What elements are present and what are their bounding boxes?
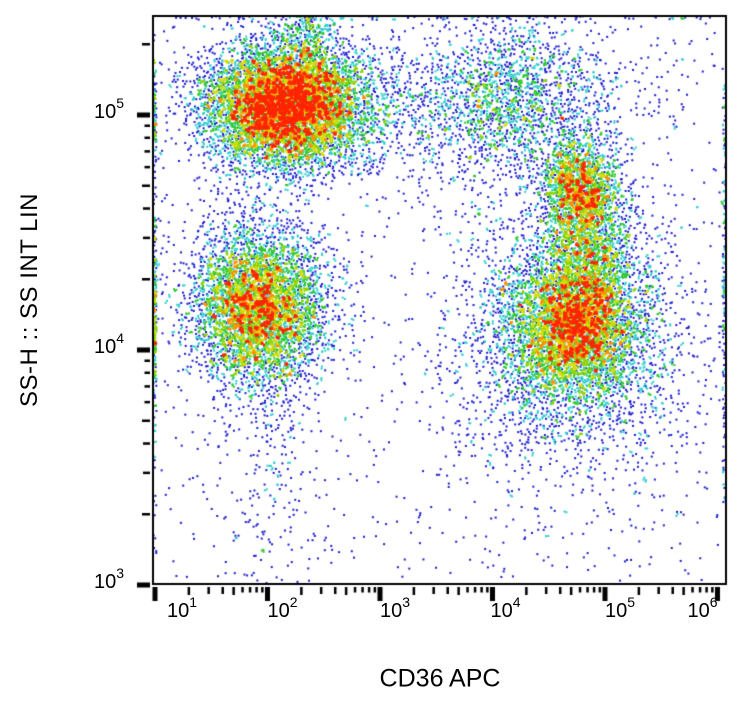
x-tick-label-10e2: 102	[267, 594, 298, 622]
y-tick-label-10e3: 103	[93, 565, 124, 593]
y-tick-label-10e5: 105	[93, 95, 124, 123]
x-tick-label-10e4: 104	[490, 594, 521, 622]
x-tick-label-10e5: 105	[605, 594, 636, 622]
x-tick-label-10e3: 103	[380, 594, 411, 622]
x-axis-label: CD36 APC	[379, 664, 501, 693]
y-axis-label: SS-H :: SS INT LIN	[16, 193, 43, 407]
y-tick-label-10e4: 104	[93, 330, 124, 358]
x-tick-label-10e6: 106	[687, 594, 718, 622]
x-tick-label-10e1: 101	[167, 594, 198, 622]
